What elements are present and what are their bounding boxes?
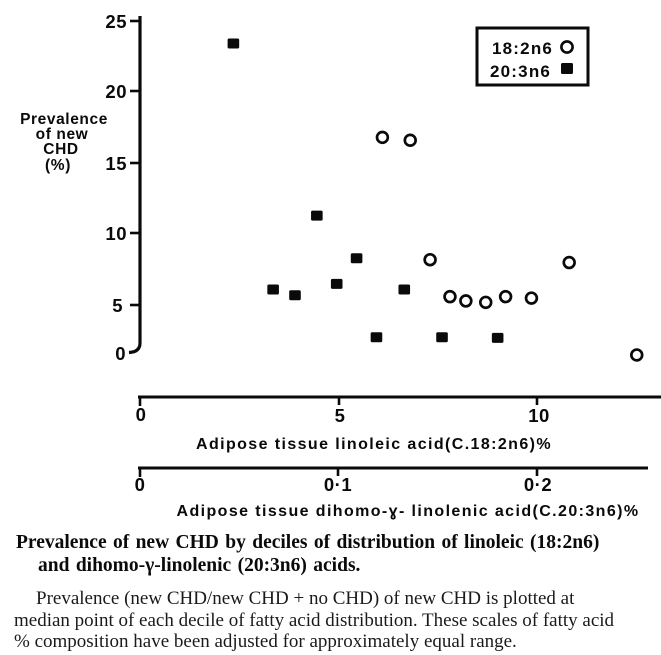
data-point-square-20-3n6 <box>370 332 383 343</box>
legend-label-18-2n6: 18:2n6 <box>492 39 553 58</box>
data-point-circle-18-2n6 <box>375 130 390 145</box>
data-point-circle-18-2n6 <box>629 348 644 362</box>
data-points-layer <box>227 38 644 362</box>
data-point-square-20-3n6 <box>311 210 323 221</box>
note-line3: % composition have been adjusted for app… <box>14 631 517 653</box>
caption-line1: Prevalence of new CHD by deciles of dist… <box>16 532 600 553</box>
y-axis-title-line4: (%) <box>45 157 71 174</box>
x-lin-tick-0: 0 <box>136 404 147 425</box>
y-axis-title-line1: Prevalence <box>20 111 108 128</box>
y-axis-title: Prevalence of new CHD (%) <box>20 111 108 174</box>
data-point-square-20-3n6 <box>398 284 411 295</box>
figure-note: Prevalence (new CHD/new CHD + no CHD) of… <box>14 588 658 653</box>
y-axis-tick-labels: 25 20 15 10 5 0 <box>105 11 127 364</box>
data-point-square-20-3n6 <box>491 332 504 343</box>
legend: 18:2n6 20:3n6 <box>475 26 590 87</box>
y-axis-title-line2: of new <box>36 126 89 143</box>
data-point-circle-18-2n6 <box>459 294 473 308</box>
y-axis-title-line3: CHD <box>43 141 78 158</box>
y-tick-0: 0 <box>115 343 126 364</box>
data-point-square-20-3n6 <box>267 284 279 295</box>
data-point-square-20-3n6 <box>436 332 448 343</box>
x-lin-tick-10: 10 <box>528 405 550 426</box>
legend-box <box>475 26 590 87</box>
data-point-circle-18-2n6 <box>403 133 417 147</box>
data-point-square-20-3n6 <box>350 253 363 264</box>
x-axis-dihomo-title: Adipose tissue dihomo-ɣ- linolenic acid(… <box>177 503 640 520</box>
note-line2: median point of each decile of fatty aci… <box>14 609 615 631</box>
x-axis-dihomo: 0 0·1 0·2 Adipose tissue dihomo-ɣ- linol… <box>135 466 648 520</box>
data-point-square-20-3n6 <box>330 278 343 289</box>
y-axis-line <box>128 16 142 355</box>
figure-caption: Prevalence of new CHD by deciles of dist… <box>16 531 656 577</box>
data-point-square-20-3n6 <box>289 290 301 301</box>
data-point-circle-18-2n6 <box>562 255 576 270</box>
data-point-circle-18-2n6 <box>423 252 437 267</box>
legend-open-circle-icon <box>560 40 574 54</box>
legend-label-20-3n6: 20:3n6 <box>490 62 551 81</box>
scatter-plot: 25 20 15 10 5 0 Prevalence of new CHD (%… <box>20 11 661 520</box>
note-line1: Prevalence (new CHD/new CHD + no CHD) of… <box>36 588 575 609</box>
data-point-circle-18-2n6 <box>524 291 539 305</box>
legend-filled-square-icon <box>561 63 573 74</box>
y-tick-5: 5 <box>112 295 123 316</box>
data-point-circle-18-2n6 <box>478 295 493 310</box>
x-axis-linoleic: 0 5 10 Adipose tissue linoleic acid(C.18… <box>136 395 661 453</box>
x-axis-dihomo-ticks <box>138 468 539 477</box>
x-axis-linoleic-title: Adipose tissue linoleic acid(C.18:2n6)% <box>196 436 552 453</box>
y-tick-15: 15 <box>105 153 127 174</box>
x-axis-linoleic-ticks <box>138 397 539 406</box>
x-dih-tick-0: 0 <box>135 474 146 495</box>
y-tick-10: 10 <box>105 223 127 244</box>
data-point-circle-18-2n6 <box>498 289 513 304</box>
caption-line2: and dihomo-γ-linolenic (20:3n6) acids. <box>38 555 361 576</box>
y-tick-25: 25 <box>105 11 127 32</box>
data-point-square-20-3n6 <box>227 38 240 49</box>
y-axis-ticks <box>130 19 140 307</box>
x-lin-tick-5: 5 <box>335 405 346 426</box>
x-dih-tick-01: 0·1 <box>324 474 352 495</box>
y-tick-20: 20 <box>105 81 127 102</box>
data-point-circle-18-2n6 <box>443 289 457 304</box>
x-dih-tick-02: 0·2 <box>524 474 552 495</box>
